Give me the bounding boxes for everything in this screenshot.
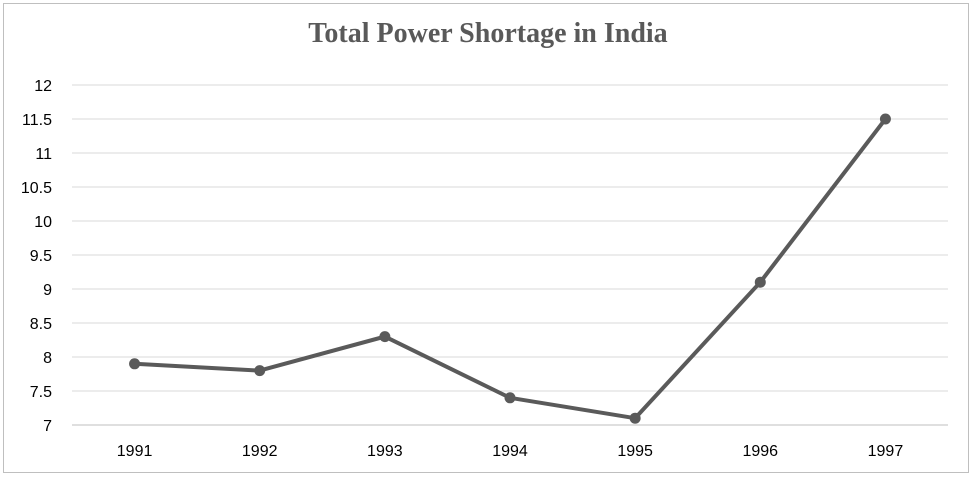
x-tick-label: 1993 xyxy=(367,443,403,460)
x-tick-label: 1992 xyxy=(242,443,278,460)
data-point xyxy=(379,331,391,343)
y-tick-label: 9 xyxy=(43,282,52,299)
y-tick-label: 7.5 xyxy=(30,384,52,401)
series-line xyxy=(134,117,888,421)
data-point xyxy=(504,392,516,404)
x-axis-tick-labels: 1991 1992 1993 1994 1995 1996 1997 xyxy=(117,443,904,460)
data-point xyxy=(629,412,641,424)
y-tick-label: 8 xyxy=(43,350,52,367)
y-tick-label: 7 xyxy=(43,418,52,435)
chart-frame xyxy=(3,3,969,473)
y-tick-label: 12 xyxy=(34,78,52,95)
chart-title: Total Power Shortage in India xyxy=(308,18,668,49)
x-tick-label: 1994 xyxy=(492,443,528,460)
x-tick-label: 1991 xyxy=(117,443,153,460)
x-tick-label: 1997 xyxy=(868,443,904,460)
data-point xyxy=(879,113,891,125)
x-tick-label: 1996 xyxy=(742,443,778,460)
y-axis-tick-labels: 7 7.5 8 8.5 9 9.5 10 10.5 11 11.5 12 xyxy=(21,78,52,435)
data-point xyxy=(754,276,766,288)
data-point xyxy=(129,358,141,370)
y-tick-label: 10 xyxy=(34,214,52,231)
y-tick-label: 10.5 xyxy=(21,180,52,197)
y-tick-label: 11.5 xyxy=(22,112,52,129)
y-tick-label: 9.5 xyxy=(30,248,52,265)
y-tick-label: 8.5 xyxy=(30,316,52,333)
x-tick-label: 1995 xyxy=(617,443,653,460)
y-tick-label: 11 xyxy=(35,146,52,163)
gridlines xyxy=(72,84,948,426)
data-point xyxy=(254,365,266,377)
series-group xyxy=(129,113,891,424)
